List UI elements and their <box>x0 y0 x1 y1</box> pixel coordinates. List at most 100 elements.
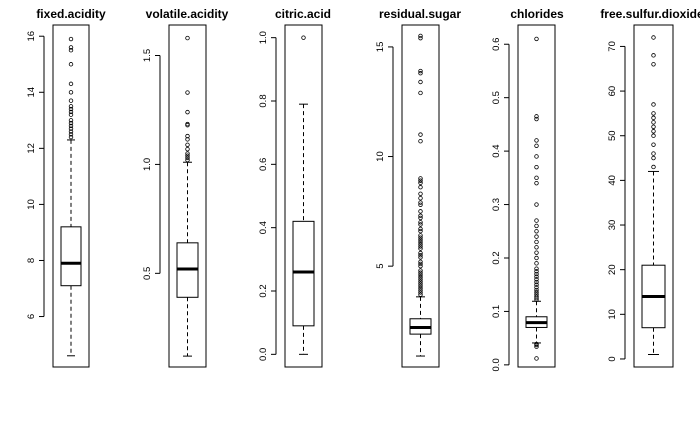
y-tick-label: 30 <box>607 220 618 231</box>
outlier-point <box>534 245 539 250</box>
outlier-point <box>68 81 74 87</box>
outlier-point <box>68 109 74 115</box>
y-tick-label: 10 <box>607 309 618 320</box>
y-tick-label: 14 <box>26 87 37 98</box>
y-tick-label: 5 <box>375 264 386 269</box>
panel-free-sulfur-dioxide: free.sulfur.dioxide 0 10 20 30 40 50 60 70 <box>600 7 700 368</box>
outlier-point <box>185 155 190 161</box>
outlier-point <box>534 239 539 245</box>
outlier-point <box>651 35 656 40</box>
outlier-point <box>418 277 423 282</box>
outlier-point <box>418 279 423 284</box>
outlier-point <box>651 102 656 107</box>
outlier-point <box>534 218 539 223</box>
y-tick-label: 20 <box>607 264 618 275</box>
outlier-point <box>185 121 190 127</box>
outlier-point <box>418 268 423 273</box>
outlier-point <box>651 62 656 67</box>
outlier-point <box>418 250 423 256</box>
outlier-point <box>418 285 423 291</box>
panel-citric-acid: citric.acid 0.0 0.2 0.4 0.6 0.8 1.0 <box>258 7 331 368</box>
outlier-point <box>534 143 539 148</box>
y-tick-label: 0.8 <box>258 94 269 107</box>
y-tick-label: 0.5 <box>142 267 153 280</box>
outlier-point <box>185 90 190 95</box>
outlier-point <box>534 269 539 274</box>
outlier-point <box>418 259 423 264</box>
outlier-point <box>418 290 423 295</box>
outlier-point <box>68 134 74 140</box>
y-tick-label: 10 <box>26 199 37 210</box>
outlier-point <box>418 255 423 260</box>
outlier-point <box>185 157 190 163</box>
outlier-point <box>418 213 423 218</box>
outlier-point <box>418 185 423 190</box>
outlier-point <box>534 279 539 285</box>
outlier-point <box>651 133 656 138</box>
outlier-point <box>185 153 190 158</box>
outlier-point <box>534 341 539 347</box>
outlier-point <box>185 151 190 156</box>
panel-residual-sugar: residual.sugar 5 10 15 <box>375 7 461 368</box>
outlier-point <box>418 283 423 289</box>
y-tick-label: 1.0 <box>258 31 269 44</box>
outlier-point <box>418 180 423 186</box>
outlier-point <box>418 209 423 214</box>
outlier-point <box>418 261 423 267</box>
outlier-point <box>418 228 423 234</box>
outlier-point <box>651 129 656 134</box>
outlier-point <box>534 261 539 266</box>
y-tick-label: 0 <box>607 356 618 361</box>
outlier-point <box>185 109 190 115</box>
outlier-point <box>418 235 423 240</box>
outlier-point <box>651 111 656 116</box>
y-tick-label: 0.6 <box>258 158 269 171</box>
y-tick-label: 1.5 <box>142 49 153 62</box>
outlier-point <box>534 289 539 295</box>
outlier-point <box>418 138 423 144</box>
outlier-point <box>534 292 539 297</box>
outlier-point <box>651 155 656 161</box>
y-tick-label: 1.0 <box>142 158 153 171</box>
outlier-point <box>418 272 423 278</box>
outlier-point <box>68 48 74 53</box>
outlier-point <box>68 129 74 134</box>
outlier-point <box>185 35 190 41</box>
plot-frame <box>284 24 323 368</box>
outlier-point <box>534 255 539 261</box>
outlier-point <box>534 234 539 239</box>
outlier-point <box>68 62 74 67</box>
outlier-point <box>68 104 74 109</box>
outlier-point <box>185 133 190 139</box>
outlier-point <box>418 200 423 205</box>
y-tick-label: 40 <box>607 175 618 186</box>
y-tick-label: 0.5 <box>491 91 502 104</box>
plot-frame <box>52 24 90 368</box>
outlier-point <box>534 180 539 186</box>
outlier-point <box>68 112 74 117</box>
outlier-point <box>534 277 539 282</box>
plot-frame <box>168 24 207 368</box>
outlier-point <box>68 36 74 42</box>
y-tick-label: 0.0 <box>258 348 269 361</box>
y-tick-label: 0.2 <box>258 284 269 297</box>
outlier-point <box>418 270 423 275</box>
outlier-point <box>651 142 656 147</box>
outlier-point <box>418 237 423 243</box>
outlier-point <box>651 53 656 58</box>
outlier-point <box>418 35 423 41</box>
panel-title: free.sulfur.dioxide <box>600 7 700 21</box>
outlier-point <box>418 274 423 280</box>
outlier-point <box>418 79 423 85</box>
outlier-point <box>534 271 539 277</box>
panel-title: citric.acid <box>275 7 331 21</box>
y-tick-label: 0.2 <box>491 251 502 264</box>
outlier-point <box>534 164 539 170</box>
outlier-point <box>68 126 74 131</box>
y-tick-label: 0.6 <box>491 38 502 51</box>
outlier-point <box>534 114 539 119</box>
outlier-point <box>418 191 423 197</box>
y-tick-label: 70 <box>607 41 618 52</box>
outlier-point <box>534 229 539 234</box>
